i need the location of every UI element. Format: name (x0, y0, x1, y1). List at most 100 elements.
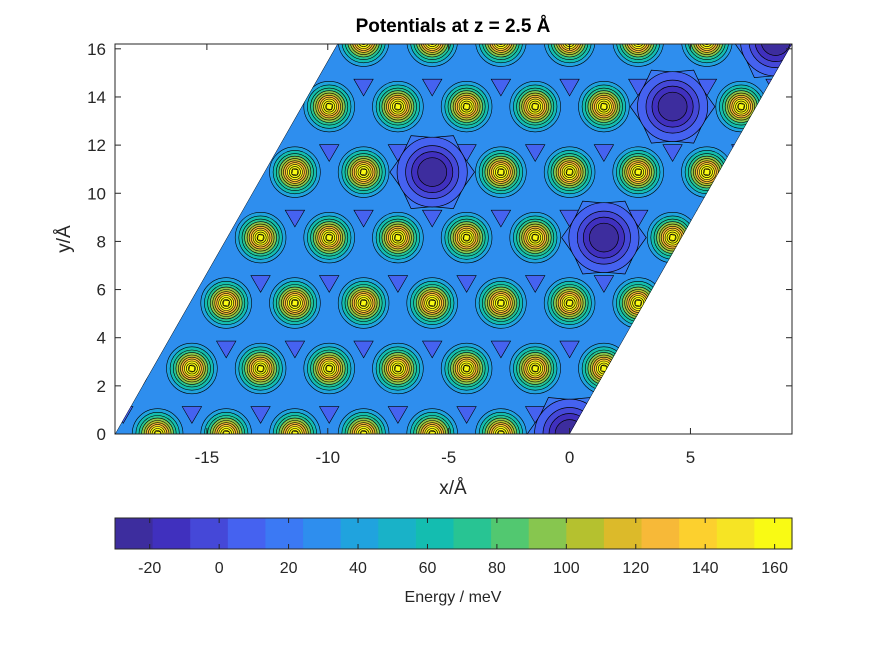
saddle-dip (490, 78, 512, 97)
y-axis: 0 2 4 6 8 10 12 14 16 (87, 40, 792, 444)
potential-maximum (303, 81, 355, 133)
potential-maximum (166, 342, 218, 395)
colorbar-tick-label: 60 (419, 560, 437, 577)
colorbar-segment (303, 518, 342, 549)
potential-maximum (509, 81, 561, 133)
colorbar-label: Energy / meV (405, 589, 502, 606)
x-tick-label: -15 (195, 448, 220, 467)
x-axis: -15 -10 -5 0 5 (195, 44, 695, 467)
saddle-dip (421, 78, 443, 97)
colorbar-ticks: -20 0 20 40 60 80 100 120 140 160 (138, 518, 788, 577)
saddle-dip (800, 145, 819, 162)
potential-maximum (475, 44, 527, 67)
saddle-dip (421, 340, 443, 359)
colorbar-tick-label: 160 (761, 560, 788, 577)
colorbar-segment (453, 518, 492, 549)
potential-maximum (372, 342, 424, 395)
colorbar-tick-label: 0 (215, 560, 224, 577)
saddle-dip (318, 275, 340, 293)
potential-minimum (561, 200, 647, 275)
axes-box (114, 43, 793, 435)
potential-maximum (337, 44, 390, 67)
potential-maximum (543, 44, 596, 67)
potential-maximum (200, 277, 252, 329)
saddle-dip (559, 78, 580, 97)
saddle-dip (662, 144, 683, 162)
potential-maximum (337, 146, 390, 198)
potential-maximum (303, 342, 355, 395)
colorbar-tick-label: -20 (138, 560, 161, 577)
potential-minimum (389, 135, 475, 209)
potential-maximum (303, 212, 355, 264)
potential-maximum (406, 277, 458, 329)
potential-maximum (64, 278, 115, 329)
saddle-dip (387, 406, 409, 424)
potential-maximum (475, 408, 527, 434)
colorbar-tick-label: 80 (488, 560, 506, 577)
y-axis-label: y/Å (54, 225, 75, 253)
y-tick-label: 6 (97, 281, 106, 300)
saddle-dip (593, 275, 615, 293)
saddle-dip (524, 275, 546, 293)
colorbar-segment (227, 518, 267, 549)
colorbar-segment (641, 518, 680, 549)
saddle-dip (353, 78, 374, 97)
x-tick-label: -10 (315, 448, 340, 467)
colorbar-segment (566, 518, 605, 549)
potential-maximum (64, 409, 115, 460)
potential-maximum (269, 277, 321, 329)
saddle-dip (353, 209, 374, 228)
saddle-dip (421, 209, 443, 228)
colorbar-segment (378, 518, 417, 549)
x-tick-label: 0 (565, 448, 574, 467)
colorbar-segment (528, 518, 567, 549)
colorbar-segment (679, 518, 718, 549)
potential-maximum (612, 146, 664, 198)
saddle-dip (181, 406, 203, 424)
saddle-dip (800, 407, 819, 424)
colorbar-segment (491, 518, 530, 549)
colorbar-segment (754, 518, 793, 549)
colorbar-segment (190, 518, 229, 549)
potential-maximum (440, 212, 493, 264)
potential-maximum (543, 277, 596, 329)
colorbar-tick-label: 20 (280, 560, 298, 577)
y-tick-label: 2 (97, 377, 106, 396)
colorbar-tick-label: 120 (622, 560, 649, 577)
potential-maximum (372, 212, 424, 264)
potential-maximum (337, 277, 390, 329)
potential-maximum (543, 146, 596, 198)
potential-maximum (337, 408, 390, 434)
colorbar-tick-label: 140 (692, 560, 719, 577)
potential-maximum (234, 212, 287, 264)
colorbar-segment (115, 518, 154, 549)
potential-maximum (681, 44, 733, 67)
saddle-dip (318, 144, 340, 162)
colorbar (115, 518, 793, 549)
saddle-dip (284, 340, 306, 359)
saddle-dip (593, 144, 615, 162)
saddle-dip (79, 210, 98, 227)
potential-maximum (440, 81, 493, 133)
y-tick-label: 14 (87, 88, 106, 107)
saddle-dip (387, 275, 409, 293)
colorbar-segment (415, 518, 455, 549)
colorbar-tick-label: 100 (553, 560, 580, 577)
potential-minimum (629, 69, 716, 144)
potential-maximum (475, 146, 527, 198)
colorbar-segment (152, 518, 191, 549)
y-tick-label: 16 (87, 40, 106, 59)
saddle-dip (490, 340, 512, 359)
saddle-dip (250, 406, 271, 424)
saddle-dip (490, 209, 512, 228)
saddle-dip (353, 340, 374, 359)
colorbar-frame (114, 517, 793, 550)
potential-maximum (475, 277, 527, 329)
potential-maximum (406, 408, 458, 434)
potential-maximum (269, 146, 321, 198)
y-tick-label: 12 (87, 136, 106, 155)
saddle-dip (800, 276, 819, 293)
saddle-dip (318, 406, 340, 424)
potential-maximum (234, 342, 287, 395)
